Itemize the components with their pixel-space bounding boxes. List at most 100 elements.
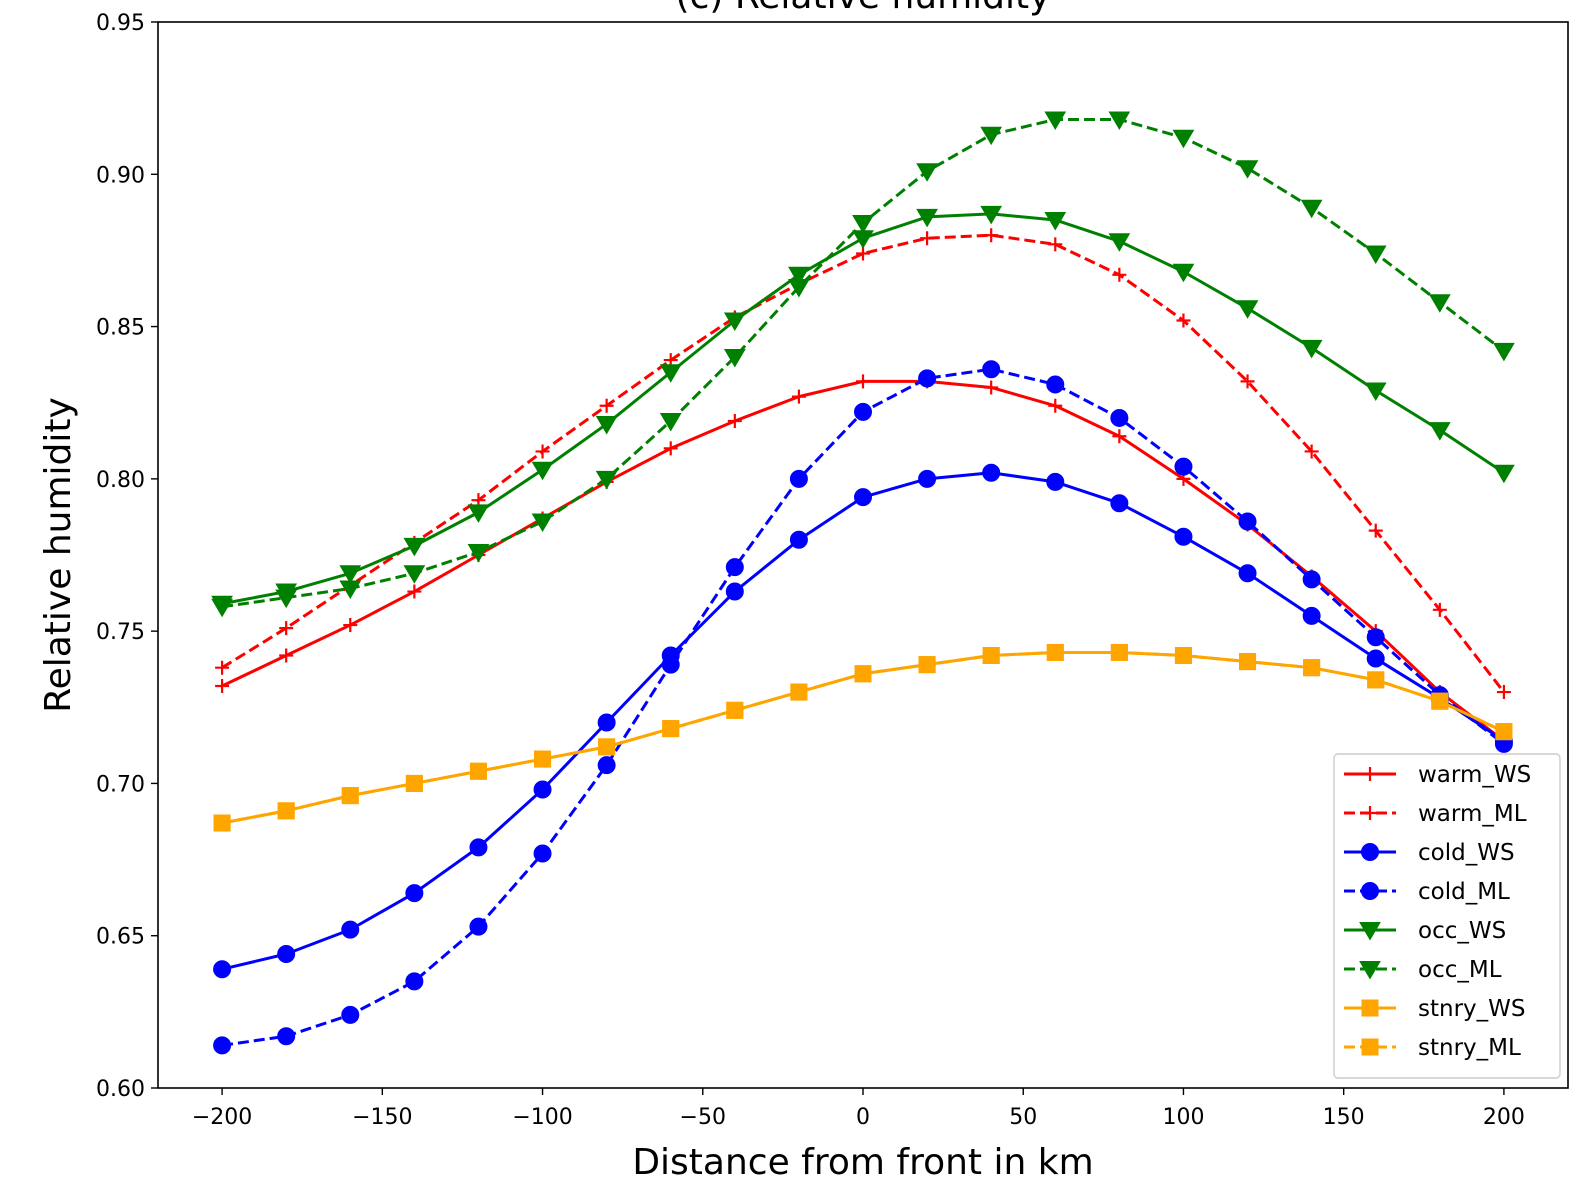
data-point-stnry_ML — [662, 720, 680, 738]
data-point-cold_WS — [725, 582, 744, 601]
y-tick-label: 0.95 — [96, 11, 145, 36]
series-warm_WS — [215, 374, 1511, 748]
data-point-warm_ML — [1368, 523, 1383, 538]
data-point-occ_WS — [339, 565, 362, 584]
data-point-stnry_ML — [1367, 671, 1385, 689]
data-point-occ_ML — [723, 349, 746, 368]
data-point-cold_ML — [533, 844, 552, 863]
data-point-warm_ML — [599, 398, 614, 413]
data-point-occ_ML — [1300, 199, 1323, 219]
data-point-occ_ML — [1493, 342, 1515, 362]
data-point-stnry_ML — [918, 656, 936, 674]
legend-item-cold_ML: cold_ML — [1344, 879, 1510, 905]
data-point-warm_WS — [343, 618, 358, 633]
y-tick-label: 0.85 — [96, 316, 145, 341]
legend-marker — [1363, 806, 1377, 820]
data-point-cold_WS — [1110, 494, 1129, 513]
data-point-cold_WS — [1302, 606, 1321, 625]
data-point-occ_WS — [1236, 300, 1259, 319]
data-point-warm_ML — [856, 246, 870, 261]
data-point-cold_ML — [469, 917, 488, 936]
chart-title: (c) Relative humidity — [676, 0, 1051, 17]
legend-label: occ_ML — [1418, 957, 1502, 983]
data-point-occ_WS — [1108, 233, 1131, 252]
data-point-cold_WS — [213, 960, 232, 979]
series-line-occ_ML — [221, 117, 1505, 609]
series-occ_ML — [211, 111, 1515, 618]
data-point-occ_WS — [403, 537, 426, 557]
legend-item-occ_ML: occ_ML — [1344, 957, 1502, 983]
x-tick-label: −50 — [680, 1105, 726, 1130]
legend-label: occ_WS — [1418, 918, 1506, 944]
series-cold_ML — [213, 360, 1513, 1055]
series-stnry_ML — [213, 643, 1513, 832]
data-point-occ_ML — [1236, 160, 1259, 179]
data-point-warm_ML — [1112, 267, 1127, 282]
data-point-cold_ML — [661, 655, 680, 674]
legend-item-stnry_ML: stnry_ML — [1344, 1035, 1521, 1061]
y-tick-label: 0.60 — [96, 1077, 145, 1102]
data-point-occ_WS — [1493, 464, 1515, 484]
data-point-cold_ML — [789, 469, 808, 488]
data-point-cold_WS — [597, 713, 616, 732]
data-point-cold_ML — [918, 369, 937, 388]
data-point-occ_ML — [595, 470, 618, 490]
data-point-stnry_ML — [790, 683, 808, 701]
data-point-cold_ML — [1366, 628, 1385, 647]
y-tick-label: 0.80 — [96, 468, 145, 493]
data-point-occ_ML — [659, 412, 682, 432]
data-point-occ_WS — [1044, 211, 1067, 231]
data-point-occ_ML — [1428, 294, 1451, 313]
data-point-warm_ML — [1432, 602, 1447, 617]
data-point-cold_ML — [1238, 512, 1257, 531]
data-point-stnry_ML — [1110, 643, 1128, 661]
data-point-cold_ML — [597, 756, 616, 775]
legend-marker — [1359, 922, 1381, 941]
data-point-occ_ML — [788, 278, 810, 298]
legend-item-warm_ML: warm_ML — [1344, 801, 1527, 827]
y-tick-label: 0.90 — [96, 163, 145, 188]
data-point-occ_WS — [788, 266, 810, 286]
legend-label: warm_WS — [1418, 762, 1531, 788]
data-point-warm_WS — [1112, 429, 1127, 444]
data-point-warm_ML — [215, 660, 230, 675]
x-tick-label: −200 — [192, 1105, 252, 1130]
legend-label: stnry_ML — [1418, 1035, 1521, 1061]
data-point-warm_ML — [1176, 313, 1191, 328]
data-point-occ_WS — [659, 364, 682, 383]
data-point-occ_WS — [723, 312, 746, 331]
x-axis-title: Distance from front in km — [632, 1142, 1093, 1183]
data-point-warm_ML — [1048, 237, 1063, 252]
y-tick-label: 0.70 — [96, 772, 145, 797]
data-point-warm_WS — [279, 648, 294, 663]
series-layer — [211, 111, 1515, 1055]
data-point-stnry_ML — [1303, 659, 1321, 677]
data-point-occ_WS — [980, 205, 1003, 225]
data-point-cold_WS — [854, 488, 872, 507]
data-point-warm_WS — [407, 584, 422, 599]
data-point-warm_WS — [791, 389, 806, 404]
data-point-cold_ML — [213, 1036, 232, 1055]
data-point-stnry_ML — [534, 750, 552, 768]
data-point-occ_WS — [1172, 263, 1195, 283]
data-point-warm_ML — [920, 231, 935, 246]
y-tick-label: 0.75 — [96, 620, 145, 645]
x-tick-label: 100 — [1162, 1105, 1204, 1130]
data-point-stnry_ML — [1046, 643, 1064, 661]
data-point-occ_ML — [467, 543, 490, 563]
data-point-cold_WS — [469, 838, 488, 857]
data-point-occ_WS — [916, 208, 938, 228]
data-point-cold_WS — [1046, 472, 1065, 491]
legend-marker — [1363, 767, 1377, 781]
data-point-occ_ML — [339, 580, 362, 599]
data-point-occ_WS — [531, 461, 554, 481]
data-point-occ_WS — [1364, 382, 1387, 402]
data-point-stnry_ML — [982, 647, 1000, 665]
data-point-cold_ML — [982, 360, 1001, 379]
legend-item-occ_WS: occ_WS — [1344, 918, 1506, 944]
legend: warm_WS warm_ML cold_WS cold_ML occ_WS occ_ML… — [1333, 753, 1561, 1079]
data-point-cold_WS — [533, 780, 552, 799]
data-point-warm_ML — [279, 621, 294, 636]
